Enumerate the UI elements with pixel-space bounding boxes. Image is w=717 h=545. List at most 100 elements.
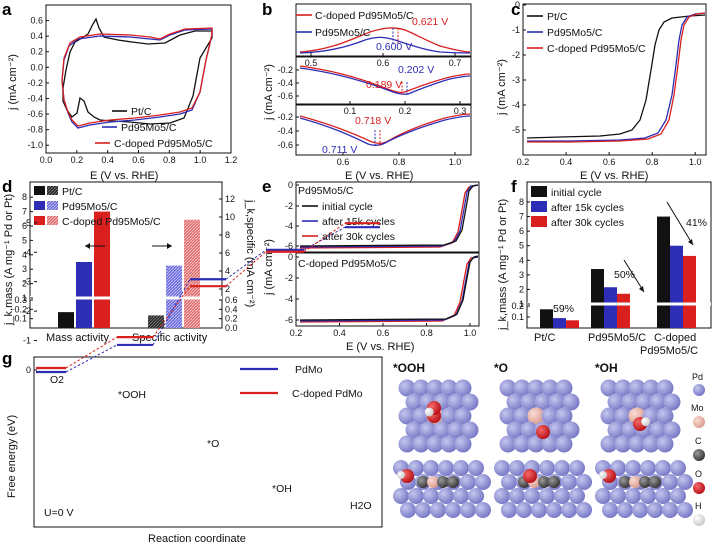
- b-bot-peak-blue: 0.711 V: [322, 144, 357, 156]
- atom-top-2-3-0: [607, 421, 625, 439]
- atom-side-1-3-2: [531, 502, 547, 518]
- c-y-tick-label-3: -3: [512, 75, 520, 85]
- y-axis-label-a: j (mA cm⁻²): [7, 54, 19, 111]
- d-yl-tick-label-9: 7: [22, 207, 27, 217]
- subplot-frame-e-bot: [295, 252, 480, 327]
- bar-f-1-2: [670, 245, 683, 328]
- element-pd-icon: [693, 384, 705, 396]
- b-bot-curve-blue: [299, 115, 471, 147]
- b-bot-peak-red: 0.718 V: [355, 115, 391, 127]
- atom-top-2-4-1: [614, 435, 632, 453]
- atom-top-0-4-0: [398, 435, 416, 453]
- atom-side-1-3-4: [561, 502, 577, 518]
- g-y-tick-label-1: -1: [23, 336, 31, 346]
- atom-side-2-2-4: [655, 488, 671, 504]
- atom-side-2-3-4: [662, 502, 678, 518]
- category-label-f-cdoped: C-doped: [654, 332, 696, 344]
- a-y-tick-label-2: -0.6: [27, 109, 43, 119]
- b-top-x-tick-label-1: 0.6: [377, 58, 390, 68]
- atom-top-0-4-2: [426, 435, 444, 453]
- x-axis-label-c: E (V vs. RHE): [580, 170, 648, 182]
- legend-label-f-initial: initial cycle: [551, 187, 602, 199]
- atom-side-0-2-0: [393, 488, 409, 504]
- a-y-tick-label-7: 0.4: [30, 31, 43, 41]
- legend-swatch-d-ptc: [34, 186, 45, 195]
- atom-side-0-2-5: [468, 488, 484, 504]
- atom-side-1-2-5: [569, 488, 585, 504]
- legend-label-pdmo: Pd95Mo5/C: [121, 122, 177, 134]
- energy-levels-g: O2 *OOH *O *OH H2O: [36, 222, 380, 512]
- y-ticks-g: 0 -1 -2 -3 -4 -5: [23, 218, 37, 375]
- f-y-tick-label-7: 6: [519, 226, 524, 236]
- y-ticks-b-mid: -0.2 -0.4 -0.6: [277, 65, 299, 101]
- f-y-tick-label-5: 4: [519, 255, 524, 265]
- bar-mass-2: [94, 211, 110, 328]
- connector-1-3: [303, 222, 346, 253]
- element-label-o: O: [695, 469, 702, 479]
- atom-side-1-0-4: [554, 460, 570, 476]
- legend-label-c-cdoped: C-doped Pd95Mo5/C: [547, 43, 646, 55]
- element-label-mo: Mo: [691, 403, 704, 413]
- dopant-side-2-2: [639, 476, 651, 488]
- atom-top-1-2-2: [527, 407, 545, 425]
- atom-side-1-3-0: [501, 502, 517, 518]
- e-bottom-title: C-doped Pd95Mo5/C: [298, 258, 397, 270]
- atom-top-2-4-3: [642, 435, 660, 453]
- bar-f-2-0: [566, 320, 579, 328]
- subplot-frame-b-bot: [295, 104, 472, 156]
- atom-top-1-0-4: [555, 379, 573, 397]
- f-y-tick-label-4: 3: [519, 270, 524, 280]
- atom-top-1-1-4: [562, 393, 580, 411]
- a-y-tick-label-4: -0.2: [27, 78, 43, 88]
- a-x-tick-label-6: 1.2: [225, 155, 238, 165]
- y-axis-label-d-right: j_k,specific (mA cm⁻²): [244, 199, 256, 307]
- atom-top-0-3-1: [419, 421, 437, 439]
- legend-swatch-d-pdmo-hatched: [47, 201, 58, 210]
- atom-top-0-1-4: [461, 393, 479, 411]
- f-y-tick-label-9: 8: [519, 197, 524, 207]
- atom-top-1-4-2: [527, 435, 545, 453]
- f-annotation-ptc: 59%: [553, 303, 574, 315]
- adsorbate-top-2-1: [641, 417, 651, 427]
- panel-label-g: g: [2, 349, 12, 368]
- a-y-tick-label-3: -0.4: [27, 93, 43, 103]
- y-axis-label-g: Free energy (eV): [6, 415, 18, 498]
- atom-top-0-0-0: [398, 379, 416, 397]
- d-yl-tick-label-5: 3: [22, 264, 27, 274]
- atom-side-2-3-0: [602, 502, 618, 518]
- legend-swatch-d-ptc-hatched: [47, 186, 58, 195]
- atom-side-2-1-5: [677, 474, 693, 490]
- lsv-curve-pdmo: [527, 12, 706, 142]
- b-mid-curve-red: [299, 65, 471, 94]
- atom-top-1-2-3: [541, 407, 559, 425]
- legend-label-e-30k: after 30k cycles: [322, 231, 395, 243]
- atom-top-0-0-1: [412, 379, 430, 397]
- bar-f-0-1: [591, 269, 604, 328]
- b-bot-y-tick-label-1: -0.4: [277, 126, 293, 136]
- element-h-icon: [693, 514, 705, 526]
- legend-label-b-pdmo: Pd95Mo5/C: [315, 27, 371, 39]
- atom-top-0-0-2: [426, 379, 444, 397]
- panel-label-b: b: [262, 0, 272, 19]
- connector-0-1: [152, 279, 191, 346]
- atom-top-2-1-2: [635, 393, 653, 411]
- x-axis-label-a: E (V vs. RHE): [90, 170, 158, 182]
- x-ticks-a: 0.0 0.2 0.4 0.6 0.8 1.0 1.2: [40, 150, 238, 165]
- atom-side-1-2-0: [494, 488, 510, 504]
- dopant-side-0-2: [437, 476, 449, 488]
- panel-c: c Pt/C Pd95Mo5/C C-doped Pd95Mo5/C 0.2 0.…: [496, 0, 707, 182]
- d-yr-tick-label-6: 6: [225, 248, 230, 258]
- atom-side-0-2-1: [408, 488, 424, 504]
- legend-label-e-15k: after 15k cycles: [322, 216, 395, 228]
- x-axis-label-g: Reaction coordinate: [148, 533, 246, 545]
- d-yl-tick-label-1: 0.2: [14, 304, 27, 314]
- bar-f-1-1: [604, 287, 617, 328]
- y-ticks-e: 0-2-4-60-2-4-6: [285, 180, 299, 325]
- atom-top-0-0-3: [440, 379, 458, 397]
- atom-top-2-3-3: [649, 421, 667, 439]
- bar-f-0-2: [657, 216, 670, 328]
- atom-side-1-2-1: [509, 488, 525, 504]
- dopant-side-2-1: [629, 476, 641, 488]
- b-top-curve-red: [299, 27, 471, 53]
- b-top-x-tick-label-2: 0.7: [449, 58, 462, 68]
